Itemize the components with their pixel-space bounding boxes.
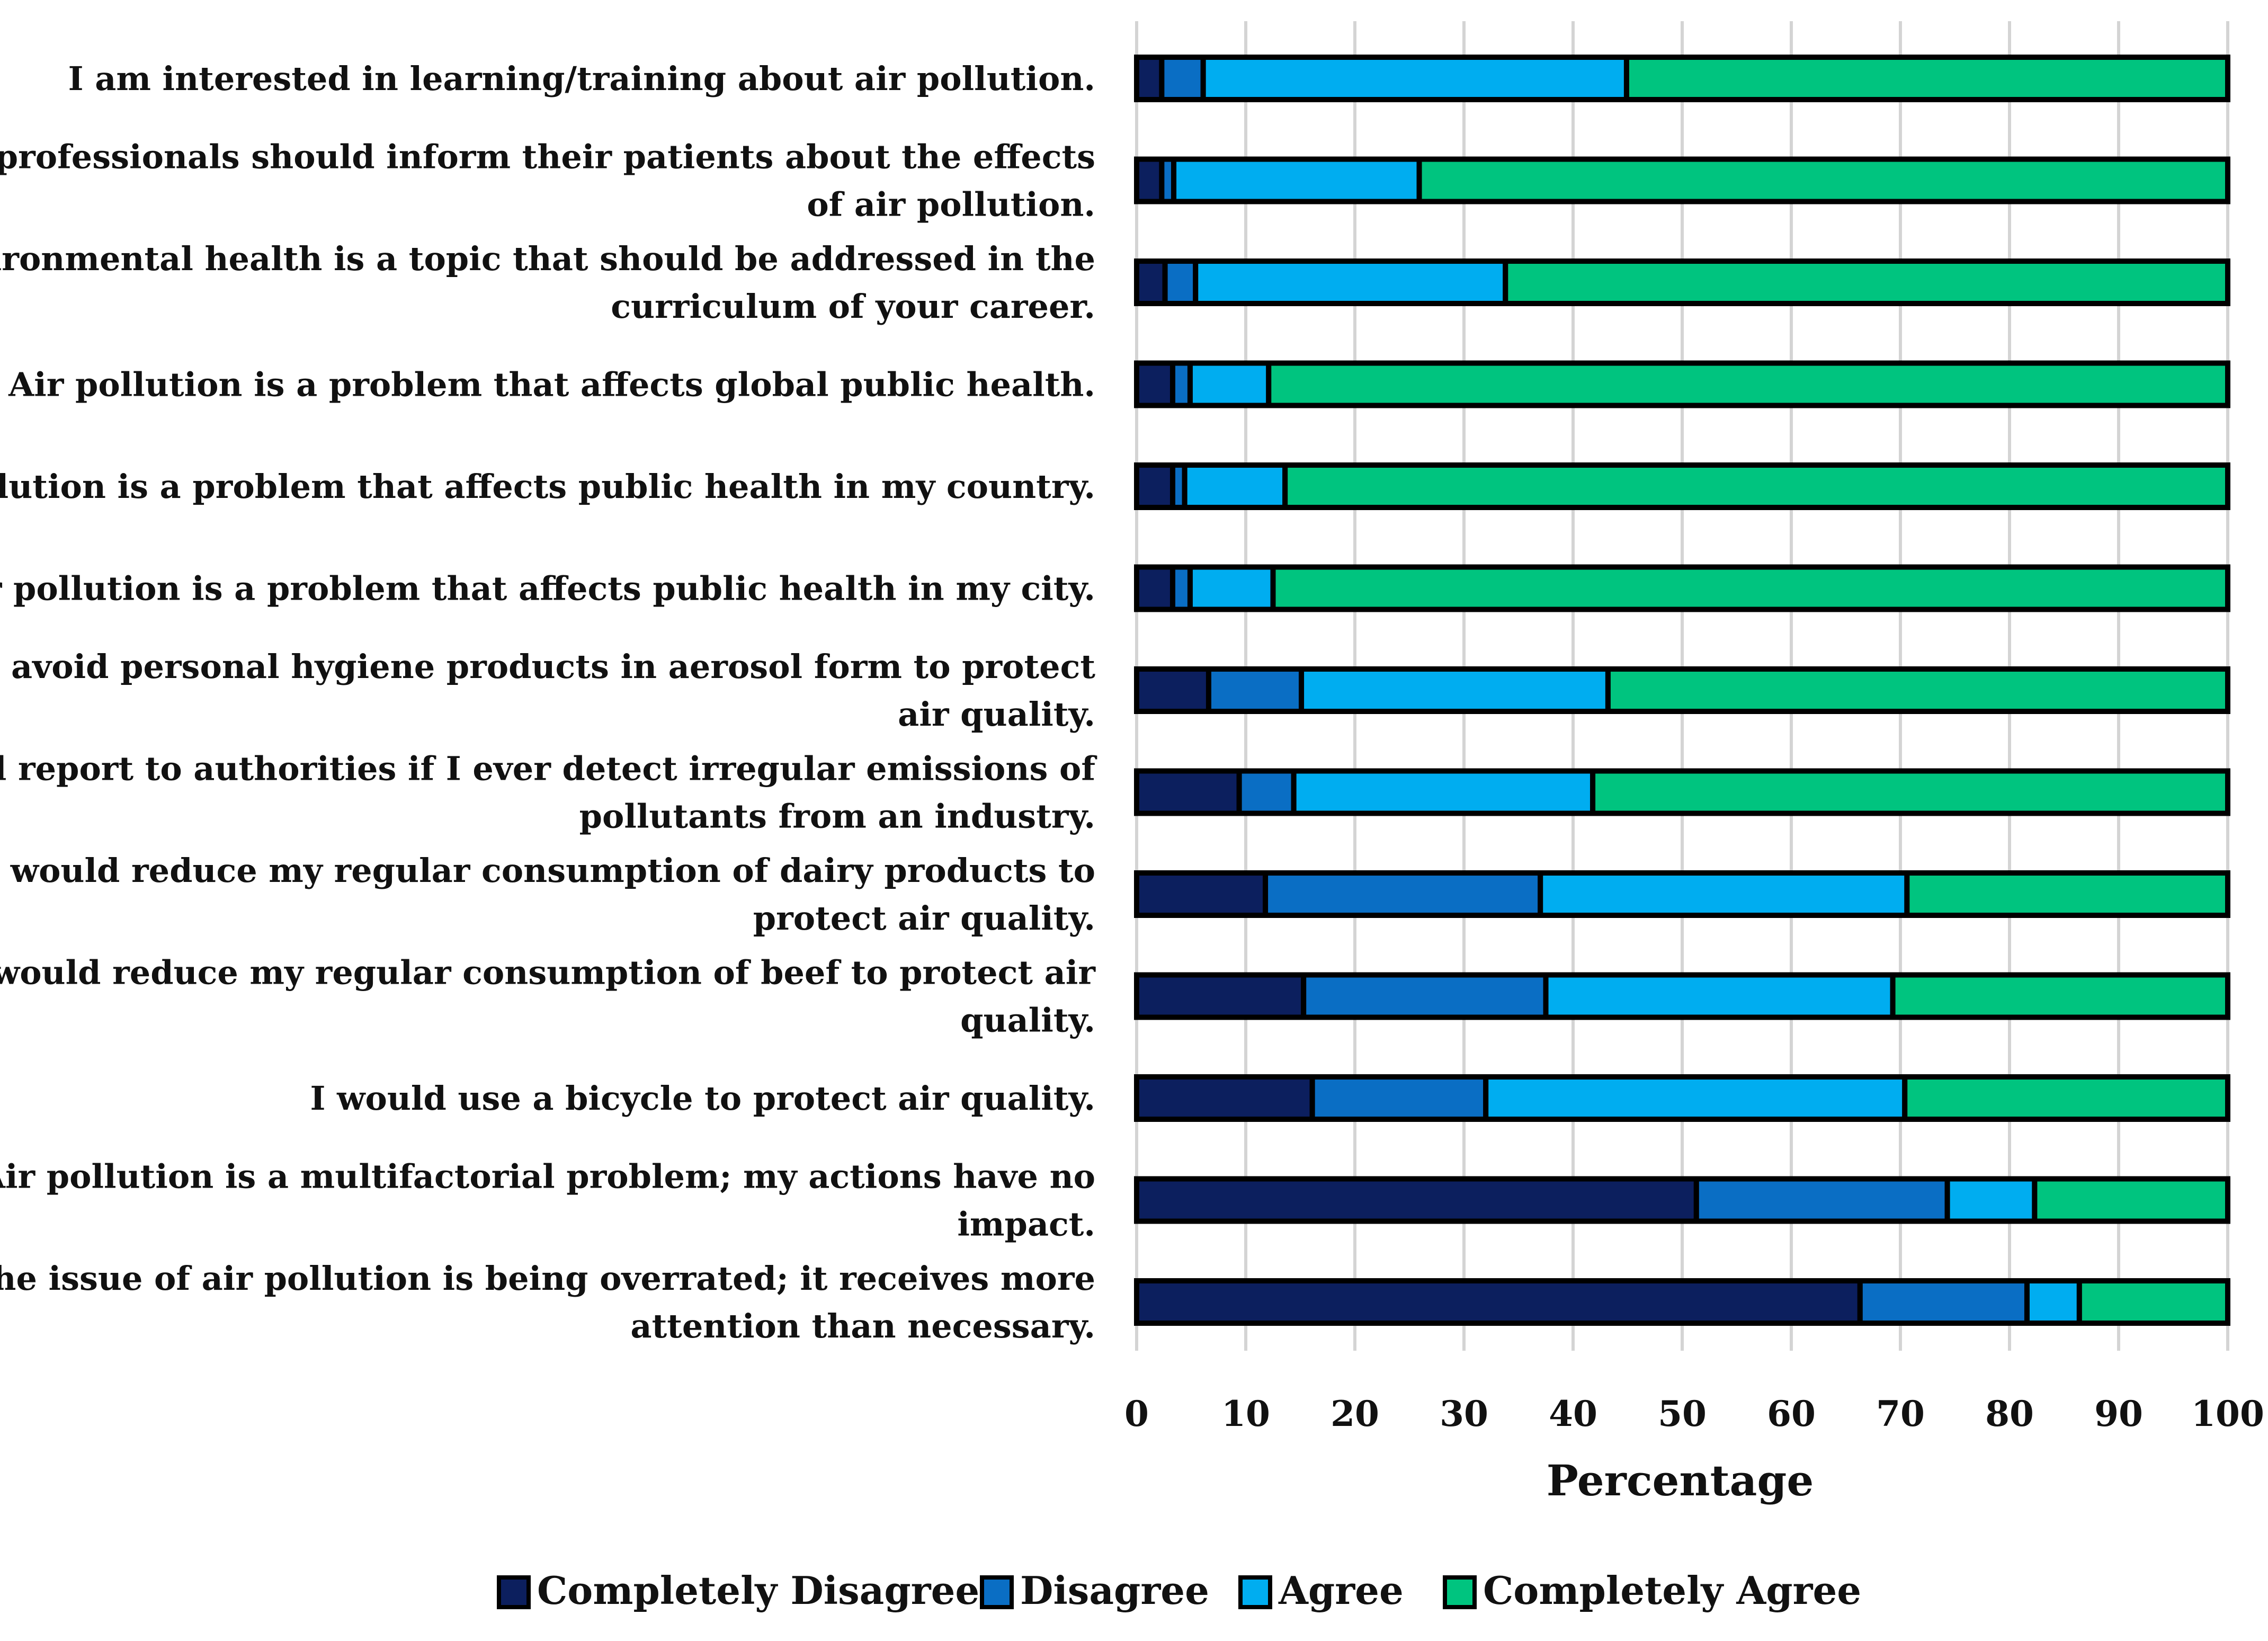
category-label: Air pollution is a problem that affects …: [0, 467, 1095, 506]
legend-swatch: [1238, 1575, 1272, 1609]
category-label: Air pollution is a multifactorial proble…: [0, 1157, 1095, 1196]
bar-segment: [1187, 360, 1272, 408]
category-label: of air pollution.: [807, 185, 1095, 224]
category-label: I am interested in learning/training abo…: [68, 59, 1095, 98]
bar-segment: [1236, 768, 1297, 816]
bar-segment: [1902, 1074, 2230, 1122]
category-label: Air pollution is a problem that affects …: [0, 569, 1095, 608]
category-label: I would avoid personal hygiene products …: [0, 647, 1095, 686]
bar-segment: [1134, 870, 1269, 918]
legend-label: Completely Disagree: [537, 1568, 979, 1613]
legend-label: Disagree: [1020, 1568, 1209, 1613]
category-label: protect air quality.: [753, 899, 1095, 938]
x-tick-label: 70: [1876, 1393, 1925, 1434]
bar-segment: [1171, 156, 1422, 204]
legend-swatch: [980, 1575, 1014, 1609]
bar-segment: [1857, 1278, 2030, 1326]
bar-segment: [1538, 870, 1910, 918]
category-label: Air pollution is a problem that affects …: [8, 365, 1095, 404]
bar-segment: [1503, 258, 2230, 306]
legend: Completely Disagree Disagree Agree Complete…: [497, 1568, 1861, 1613]
bar-segment: [1134, 1074, 1315, 1122]
x-axis-ticks: 0 10 20 30 40 50 60 70 80 90 100: [1124, 1393, 2264, 1434]
legend-swatch: [497, 1575, 531, 1609]
bar-segment: [1134, 666, 1211, 714]
bar-segment: [1605, 666, 2230, 714]
bar-segment: [1200, 55, 1629, 102]
bar-segment: [1134, 156, 1165, 204]
category-label: Health professionals should inform their…: [0, 138, 1095, 176]
x-tick-label: 0: [1124, 1393, 1149, 1434]
category-label: Environmental health is a topic that sho…: [0, 239, 1095, 278]
category-label: I would use a bicycle to protect air qua…: [310, 1079, 1096, 1118]
x-axis-title: Percentage: [1547, 1456, 1814, 1505]
x-tick-label: 50: [1658, 1393, 1707, 1434]
x-tick-label: 10: [1221, 1393, 1270, 1434]
bar-segment: [2032, 1176, 2230, 1224]
bar-segment: [1182, 462, 1288, 510]
legend-swatch: [1443, 1575, 1477, 1609]
bar-segment: [1904, 870, 2231, 918]
bar-segment: [1299, 666, 1611, 714]
bar-segment: [1134, 768, 1242, 816]
x-tick-label: 30: [1440, 1393, 1488, 1434]
category-labels: I am interested in learning/training abo…: [0, 59, 1097, 1345]
category-label: impact.: [957, 1205, 1095, 1244]
bar-segment: [1134, 360, 1175, 408]
bar-segment: [1693, 1176, 1950, 1224]
bar-segment: [1483, 1074, 1908, 1122]
bar-segment: [1134, 462, 1175, 510]
bar-segment: [1291, 768, 1596, 816]
bar-segment: [1206, 666, 1305, 714]
category-label: The issue of air pollution is being over…: [0, 1259, 1095, 1298]
bar-segment: [1159, 55, 1206, 102]
bar-segment: [1266, 360, 2230, 408]
legend-label: Completely Agree: [1483, 1568, 1861, 1613]
category-label: curriculum of your career.: [611, 287, 1095, 326]
bar-segment: [1309, 1074, 1489, 1122]
category-label: I would reduce my regular consumption of…: [0, 953, 1096, 992]
bar-segment: [2076, 1278, 2231, 1326]
bar-segment: [1301, 972, 1549, 1020]
bar-segment: [1263, 870, 1543, 918]
x-tick-label: 90: [2094, 1393, 2143, 1434]
bar-segment: [1134, 1278, 1863, 1326]
category-label: quality.: [960, 1001, 1095, 1040]
x-tick-label: 40: [1549, 1393, 1597, 1434]
bar-segment: [1193, 258, 1508, 306]
bar-segment: [1890, 972, 2231, 1020]
category-label: pollutants from an industry.: [579, 797, 1095, 836]
bar-segment: [1590, 768, 2231, 816]
bar-segment: [1416, 156, 2230, 204]
x-tick-label: 60: [1767, 1393, 1816, 1434]
bar-segment: [1944, 1176, 2038, 1224]
bar-segment: [1134, 564, 1175, 612]
bar-segment: [1162, 258, 1199, 306]
bar-segment: [2024, 1278, 2082, 1326]
x-tick-label: 20: [1331, 1393, 1379, 1434]
legend-label: Agree: [1278, 1568, 1404, 1613]
bar-segment: [1187, 564, 1276, 612]
x-tick-label: 100: [2191, 1393, 2264, 1434]
category-label: attention than necessary.: [630, 1307, 1095, 1345]
category-label: I would reduce my regular consumption of…: [0, 851, 1095, 890]
x-tick-label: 80: [1985, 1393, 2034, 1434]
category-label: air quality.: [898, 695, 1095, 734]
bar-segment: [1270, 564, 2230, 612]
bar-segment: [1134, 55, 1165, 102]
category-label: I would report to authorities if I ever …: [0, 750, 1097, 788]
bar-segment: [1623, 55, 2230, 102]
bar-segment: [1543, 972, 1896, 1020]
bar-segment: [1134, 972, 1307, 1020]
bar-segment: [1134, 258, 1168, 306]
bar-series: [1134, 55, 2231, 1326]
bar-segment: [1282, 462, 2230, 510]
bar-segment: [1134, 1176, 1699, 1224]
